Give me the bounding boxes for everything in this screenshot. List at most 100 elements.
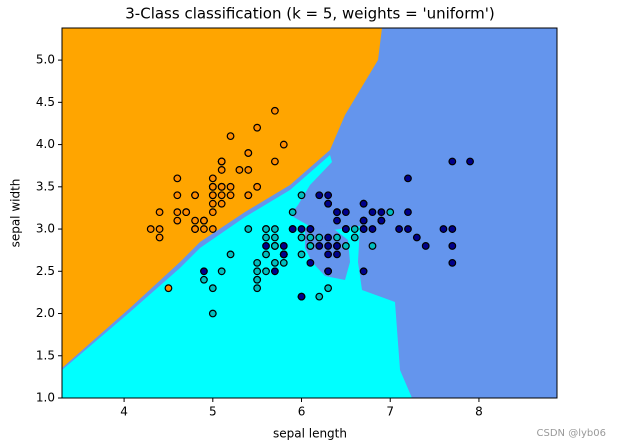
point: [200, 225, 208, 233]
point: [297, 233, 306, 242]
point: [324, 284, 333, 293]
x-tick-label: 8: [475, 405, 483, 419]
point: [466, 157, 474, 166]
point: [377, 216, 386, 225]
y-tick-label: 2.5: [36, 264, 55, 278]
point: [271, 258, 279, 267]
point: [333, 208, 341, 217]
point: [279, 242, 288, 250]
point: [226, 191, 235, 200]
point: [306, 258, 315, 267]
point: [262, 250, 270, 259]
point: [244, 166, 253, 174]
point: [226, 182, 235, 191]
point: [244, 191, 253, 200]
point: [271, 242, 279, 250]
point: [191, 216, 199, 225]
point: [333, 242, 341, 250]
point: [253, 267, 262, 276]
point: [191, 225, 199, 233]
point: [297, 292, 306, 301]
point: [297, 225, 306, 233]
point: [324, 191, 333, 200]
y-tick-label: 1.5: [36, 348, 55, 362]
point: [448, 225, 457, 233]
point: [217, 166, 226, 174]
point: [208, 174, 217, 183]
point: [173, 208, 182, 217]
point: [368, 225, 377, 233]
point: [244, 149, 253, 157]
point: [200, 267, 208, 276]
point: [341, 242, 350, 250]
point: [217, 182, 226, 191]
point: [279, 140, 288, 149]
point: [333, 233, 341, 242]
point: [217, 191, 226, 200]
point: [306, 242, 315, 250]
point: [448, 157, 457, 166]
point: [155, 233, 164, 242]
point: [315, 292, 324, 301]
y-tick-label: 1.0: [36, 391, 55, 405]
point: [448, 242, 457, 250]
point: [208, 182, 217, 191]
point: [262, 225, 270, 233]
point: [324, 250, 333, 259]
y-tick-label: 3.0: [36, 222, 55, 236]
point: [297, 191, 306, 200]
point: [217, 199, 226, 208]
point: [333, 216, 341, 225]
point: [324, 233, 333, 242]
point: [253, 258, 262, 267]
y-tick-label: 2.0: [36, 306, 55, 320]
point: [359, 225, 368, 233]
point: [173, 174, 182, 183]
point: [448, 258, 457, 267]
point: [271, 267, 279, 276]
y-tick-label: 4.0: [36, 137, 55, 151]
x-axis-label: sepal length: [273, 427, 347, 441]
point: [359, 267, 368, 276]
point: [271, 106, 279, 115]
x-tick-label: 7: [386, 405, 394, 419]
point: [208, 199, 217, 208]
x-tick-label: 6: [298, 405, 306, 419]
point: [208, 208, 217, 217]
point: [155, 208, 164, 217]
x-tick-label: 4: [120, 405, 128, 419]
point: [200, 216, 208, 225]
point: [341, 225, 350, 233]
point: [404, 208, 412, 217]
point: [271, 233, 279, 242]
point: [253, 182, 262, 191]
point: [386, 208, 395, 217]
point: [235, 166, 244, 174]
point: [271, 157, 279, 166]
point: [324, 199, 333, 208]
point: [359, 216, 368, 225]
point: [226, 250, 235, 259]
point: [421, 242, 430, 250]
plot-frame: [61, 27, 558, 399]
y-tick-label: 5.0: [36, 53, 55, 67]
point: [350, 233, 359, 242]
point: [253, 123, 262, 132]
point: [262, 233, 270, 242]
point: [395, 225, 403, 233]
point: [288, 225, 297, 233]
point: [173, 191, 182, 200]
point: [341, 208, 350, 217]
point: [173, 216, 182, 225]
point: [377, 208, 386, 217]
y-tick-label: 4.5: [36, 95, 55, 109]
point: [262, 242, 270, 250]
point: [350, 225, 359, 233]
point: [297, 250, 306, 259]
point: [279, 250, 288, 259]
point: [217, 157, 226, 166]
point: [182, 208, 191, 217]
point: [324, 242, 333, 250]
point: [262, 267, 270, 276]
